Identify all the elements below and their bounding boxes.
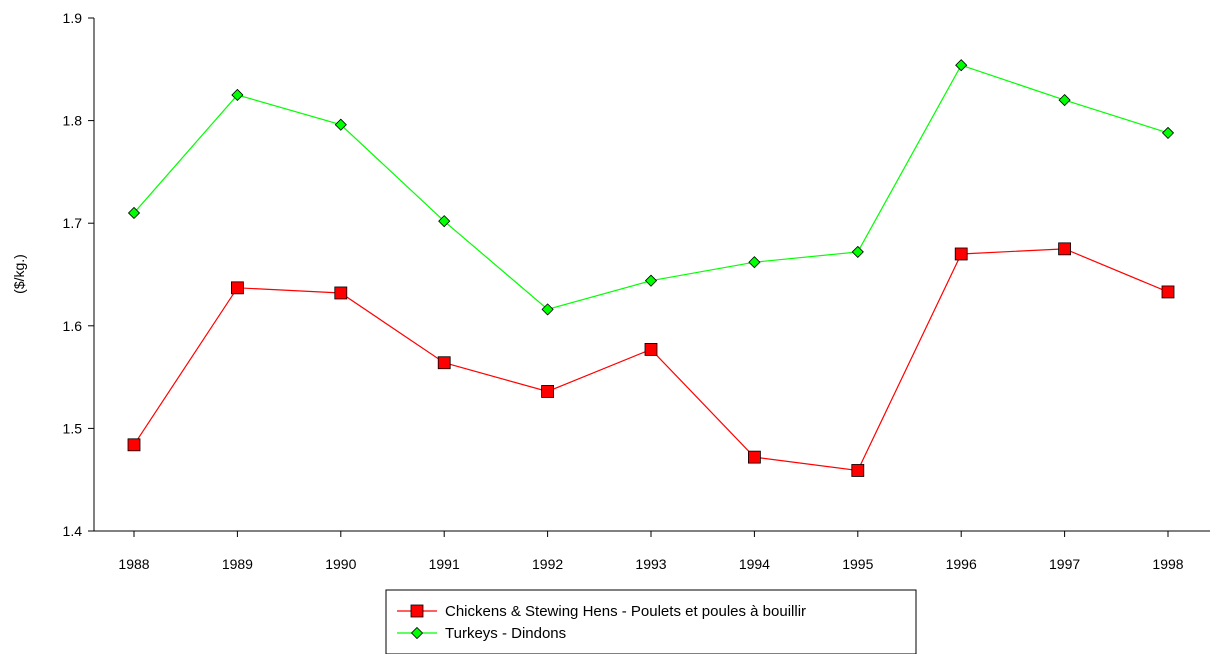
legend-label: Chickens & Stewing Hens - Poulets et pou… [445, 603, 806, 620]
plot-area [93, 18, 1210, 532]
data-point [438, 215, 451, 228]
legend-label: Turkeys - Dindons [445, 625, 566, 642]
data-point [1058, 94, 1071, 107]
data-point [1161, 285, 1175, 299]
data-point [230, 281, 244, 295]
x-tick-label: 1989 [222, 556, 253, 572]
x-axis-ticks: 1988 1989 1990 1991 1992 1993 1994 1995 1996 1997… [118, 531, 1184, 572]
data-point [334, 118, 347, 131]
y-tick-label: 1.4 [63, 523, 83, 539]
legend-marker [410, 626, 424, 640]
data-point [334, 286, 348, 300]
x-tick-label: 1993 [635, 556, 666, 572]
x-tick-label: 1995 [842, 556, 873, 572]
x-tick-label: 1992 [532, 556, 563, 572]
data-point [127, 206, 141, 220]
data-point [127, 438, 141, 452]
y-axis-title: ($/kg.) [11, 254, 27, 294]
x-tick-label: 1988 [118, 556, 149, 572]
legend-box [385, 589, 917, 654]
y-tick-label: 1.6 [63, 318, 83, 334]
x-tick-label: 1990 [325, 556, 356, 572]
series-layer [127, 59, 1175, 477]
data-point [748, 256, 761, 269]
data-point [955, 59, 968, 72]
data-point [644, 342, 658, 356]
y-tick-label: 1.8 [63, 113, 83, 129]
data-point [851, 464, 865, 477]
data-point [1058, 242, 1071, 256]
data-point [851, 245, 864, 258]
x-tick-label: 1996 [946, 556, 977, 572]
x-tick-label: 1997 [1049, 556, 1080, 572]
y-axis-ticks: 1.4 1.5 1.6 1.7 1.8 1.9 [63, 10, 94, 539]
x-tick-label: 1998 [1152, 556, 1183, 572]
data-point [541, 303, 554, 316]
legend-item: Turkeys - Dindons [397, 625, 566, 642]
data-point [231, 88, 244, 102]
series-2 [127, 59, 1175, 316]
data-point [1161, 126, 1175, 139]
data-point [954, 247, 968, 261]
series-line [133, 64, 1169, 311]
data-point [437, 356, 451, 370]
x-tick-label: 1991 [429, 556, 460, 572]
legend: Chickens & Stewing Hens - Poulets et pou… [385, 589, 917, 654]
data-point [748, 450, 761, 464]
data-point [644, 274, 658, 287]
data-point [541, 385, 554, 398]
legend-item: Chickens & Stewing Hens - Poulets et pou… [397, 603, 806, 620]
x-tick-label: 1994 [739, 556, 770, 572]
y-tick-label: 1.7 [63, 215, 83, 231]
y-tick-label: 1.9 [63, 10, 83, 26]
y-tick-label: 1.5 [63, 420, 83, 436]
series-1 [127, 242, 1175, 477]
legend-marker [410, 604, 424, 618]
